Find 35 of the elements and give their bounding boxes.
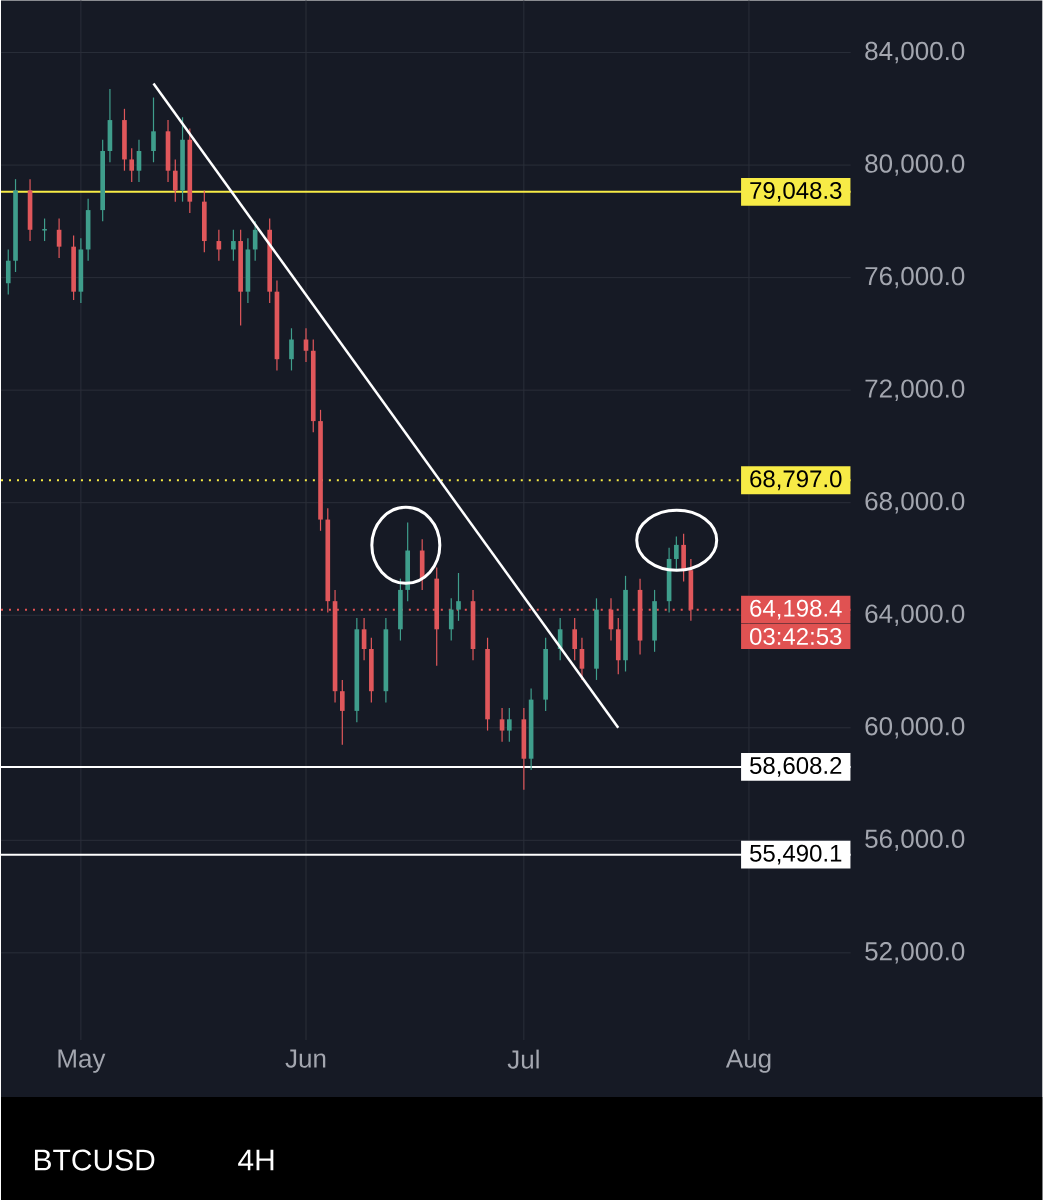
y-tick-label: 60,000.0 bbox=[865, 717, 965, 739]
x-tick-label: Jul bbox=[507, 1049, 539, 1069]
y-tick-label: 64,000.0 bbox=[865, 604, 965, 626]
y-tick-label: 56,000.0 bbox=[865, 829, 965, 852]
ref-line-label: 55,490.1 bbox=[750, 844, 842, 865]
candlestick bbox=[456, 572, 462, 622]
candlestick bbox=[499, 707, 505, 743]
text: 4H bbox=[238, 1149, 274, 1171]
candlestick bbox=[151, 96, 157, 163]
y-tick-label: 72,000.0 bbox=[865, 379, 965, 401]
ref-line-label: 58,608.2 bbox=[750, 757, 842, 777]
x-tick-label: Jun bbox=[285, 1049, 326, 1068]
candlestick bbox=[231, 229, 236, 262]
ref-line-label: 68,797.0 bbox=[750, 470, 842, 491]
candlestick bbox=[674, 535, 679, 571]
ref-line-label: 64,198.4 bbox=[750, 599, 842, 620]
x-tick-label: Aug bbox=[726, 1049, 771, 1073]
y-tick-label: 76,000.0 bbox=[865, 266, 965, 289]
candlestick bbox=[6, 248, 11, 296]
candlestick bbox=[289, 327, 295, 372]
candlestick bbox=[173, 158, 178, 203]
y-tick-label: 80,000.0 bbox=[865, 154, 965, 176]
y-tick-label: 52,000.0 bbox=[865, 942, 965, 964]
candlestick bbox=[507, 707, 512, 743]
candlestick bbox=[41, 217, 48, 242]
ref-line-label: 79,048.3 bbox=[750, 181, 842, 202]
candlestick bbox=[129, 147, 135, 183]
candlestick bbox=[340, 679, 345, 746]
x-tick-label: May bbox=[58, 1049, 106, 1073]
y-tick-label: 68,000.0 bbox=[865, 491, 965, 514]
annotation: 03:42:53 bbox=[750, 627, 842, 645]
candlestick bbox=[572, 617, 578, 661]
candlestick bbox=[449, 597, 454, 642]
text: BTCUSD bbox=[35, 1149, 155, 1171]
y-tick-label: 84,000.0 bbox=[865, 41, 965, 64]
